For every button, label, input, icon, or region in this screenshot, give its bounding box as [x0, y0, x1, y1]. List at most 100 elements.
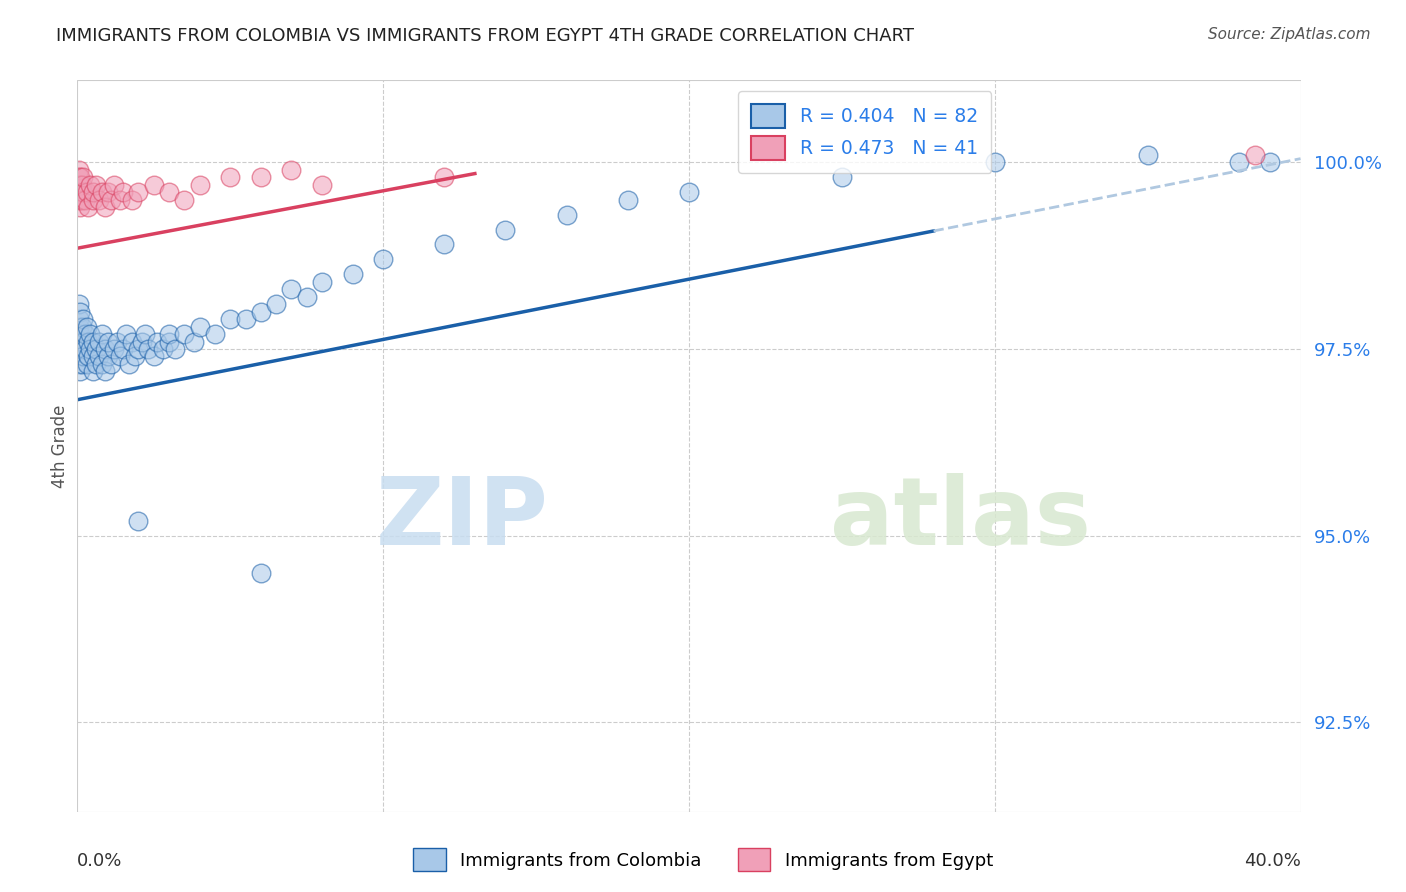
Point: [69, 170, 91, 185]
Point: [108, 193, 131, 207]
Point: [72, 170, 94, 185]
Point: [1229, 155, 1251, 169]
Point: [76, 186, 98, 200]
Point: [118, 357, 141, 371]
Point: [69, 200, 91, 214]
Point: [136, 342, 159, 356]
Point: [157, 334, 180, 349]
Point: [76, 357, 98, 371]
Point: [69, 334, 91, 349]
Point: [371, 252, 394, 267]
Point: [82, 186, 104, 200]
Point: [67, 342, 90, 356]
Point: [204, 326, 226, 341]
Point: [72, 186, 94, 200]
Point: [495, 222, 517, 236]
Point: [82, 334, 104, 349]
Point: [73, 193, 96, 207]
Point: [77, 200, 100, 214]
Point: [87, 334, 110, 349]
Point: [82, 350, 104, 364]
Point: [1258, 155, 1281, 169]
Point: [73, 342, 96, 356]
Point: [311, 275, 333, 289]
Text: IMMIGRANTS FROM COLOMBIA VS IMMIGRANTS FROM EGYPT 4TH GRADE CORRELATION CHART: IMMIGRANTS FROM COLOMBIA VS IMMIGRANTS F…: [56, 27, 914, 45]
Point: [97, 334, 120, 349]
Point: [79, 342, 101, 356]
Point: [69, 326, 91, 341]
Point: [280, 162, 302, 177]
Point: [84, 342, 107, 356]
Point: [131, 334, 153, 349]
Point: [67, 178, 90, 192]
Point: [311, 178, 333, 192]
Point: [127, 342, 149, 356]
Point: [219, 312, 242, 326]
Point: [69, 350, 91, 364]
Point: [250, 304, 273, 318]
Point: [219, 170, 242, 185]
Point: [69, 364, 91, 378]
Point: [433, 170, 456, 185]
Point: [67, 162, 90, 177]
Point: [555, 208, 578, 222]
Text: 40.0%: 40.0%: [1244, 852, 1301, 870]
Point: [87, 193, 110, 207]
Legend: R = 0.404   N = 82, R = 0.473   N = 41: R = 0.404 N = 82, R = 0.473 N = 41: [738, 91, 991, 173]
Point: [984, 155, 1007, 169]
Point: [127, 186, 149, 200]
Point: [67, 297, 90, 311]
Bar: [77, 80, 1301, 812]
Point: [250, 566, 273, 580]
Point: [87, 350, 110, 364]
Point: [73, 326, 96, 341]
Point: [103, 342, 125, 356]
Point: [121, 193, 143, 207]
Point: [90, 186, 112, 200]
Point: [70, 178, 93, 192]
Point: [112, 342, 135, 356]
Point: [112, 186, 135, 200]
Point: [67, 319, 90, 334]
Point: [617, 193, 640, 207]
Legend: Immigrants from Colombia, Immigrants from Egypt: Immigrants from Colombia, Immigrants fro…: [406, 841, 1000, 879]
Point: [69, 304, 91, 318]
Point: [124, 350, 146, 364]
Point: [127, 514, 149, 528]
Point: [70, 193, 93, 207]
Point: [72, 334, 94, 349]
Point: [173, 193, 195, 207]
Point: [69, 186, 91, 200]
Point: [94, 342, 117, 356]
Point: [280, 282, 302, 296]
Point: [94, 364, 117, 378]
Text: Source: ZipAtlas.com: Source: ZipAtlas.com: [1208, 27, 1371, 42]
Point: [67, 186, 90, 200]
Point: [342, 268, 364, 282]
Point: [142, 350, 165, 364]
Point: [82, 364, 104, 378]
Point: [433, 237, 456, 252]
Text: atlas: atlas: [830, 473, 1091, 566]
Point: [82, 193, 104, 207]
Point: [69, 193, 91, 207]
Point: [76, 319, 98, 334]
Point: [70, 319, 93, 334]
Point: [67, 357, 90, 371]
Point: [157, 186, 180, 200]
Point: [100, 193, 122, 207]
Point: [84, 357, 107, 371]
Point: [105, 334, 128, 349]
Point: [97, 186, 120, 200]
Point: [67, 170, 90, 185]
Point: [67, 334, 90, 349]
Y-axis label: 4th Grade: 4th Grade: [51, 404, 69, 488]
Point: [77, 350, 100, 364]
Point: [134, 326, 156, 341]
Point: [121, 334, 143, 349]
Point: [97, 350, 120, 364]
Point: [188, 178, 211, 192]
Text: ZIP: ZIP: [375, 473, 548, 566]
Point: [69, 178, 91, 192]
Point: [1243, 148, 1265, 162]
